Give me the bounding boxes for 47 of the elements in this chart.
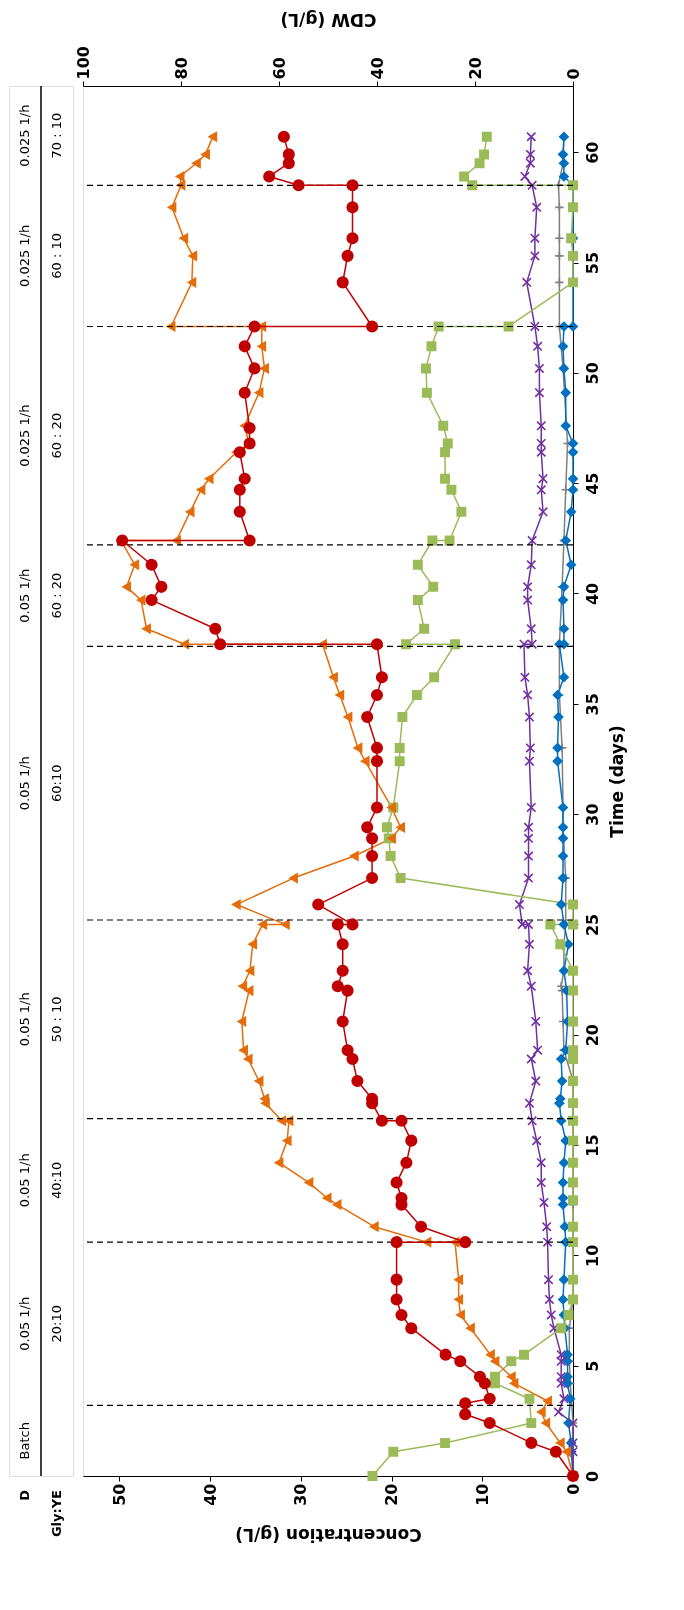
x2-tick-label: 100 [73, 46, 93, 80]
text: 60 : 10 [49, 233, 64, 279]
y-axis-title: Time (days) [606, 725, 627, 838]
y-tick-label: 5 [582, 1360, 602, 1372]
x-tick-label: 40 [200, 1483, 220, 1506]
text: 0.025 1/h [17, 224, 32, 288]
x-tick-label: 50 [109, 1483, 129, 1506]
text: 60 : 20 [49, 412, 64, 459]
x-axis-title: Concentration (g/L) [235, 1524, 422, 1545]
x2-tick-label: 60 [269, 57, 289, 80]
text: 60:10 [49, 764, 64, 802]
x2-axis-title: CDW (g/L) [280, 10, 377, 31]
category-label: Gly:YE [49, 1490, 64, 1538]
x2-tick-label: 80 [171, 57, 191, 80]
text: 60 : 20 [49, 572, 64, 619]
text: 0.05 1/h [17, 992, 32, 1047]
text: 0.05 1/h [17, 756, 32, 811]
text: 50 : 10 [49, 996, 64, 1043]
y-tick-label: 60 [582, 141, 602, 164]
y-tick-label: 55 [582, 251, 602, 275]
y-tick-label: 35 [582, 693, 602, 716]
category-label: D [17, 1489, 32, 1501]
y-tick-label: 0 [582, 1470, 602, 1483]
y-tick-label: 10 [582, 1244, 602, 1267]
text: 0.025 1/h [17, 404, 32, 467]
text: 0.025 1/h [17, 104, 32, 167]
text: 20:10 [49, 1305, 64, 1343]
x2-tick-label: 20 [465, 57, 485, 80]
y-tick-label: 25 [582, 913, 602, 937]
y-tick-label: 30 [582, 803, 602, 826]
text: 0.05 1/h [17, 1153, 32, 1208]
x2-tick-label: 0 [563, 68, 583, 80]
y-tick-label: 50 [582, 362, 602, 385]
text: 40:10 [49, 1161, 64, 1200]
text: Batch [17, 1422, 32, 1460]
text: 0.05 1/h [17, 1296, 32, 1351]
y-tick-label: 45 [582, 472, 602, 495]
y-tick-label: 40 [582, 582, 602, 606]
y-tick-label: 20 [582, 1024, 602, 1047]
x-tick-label: 20 [382, 1483, 402, 1506]
x2-tick-label: 40 [367, 57, 387, 80]
text: 0.05 1/h [17, 568, 32, 623]
y-tick-label: 15 [582, 1134, 602, 1157]
x-tick-label: 0 [563, 1483, 583, 1495]
x-tick-label: 10 [472, 1483, 492, 1506]
text: 70 : 10 [49, 112, 64, 159]
x-tick-label: 30 [291, 1483, 311, 1506]
